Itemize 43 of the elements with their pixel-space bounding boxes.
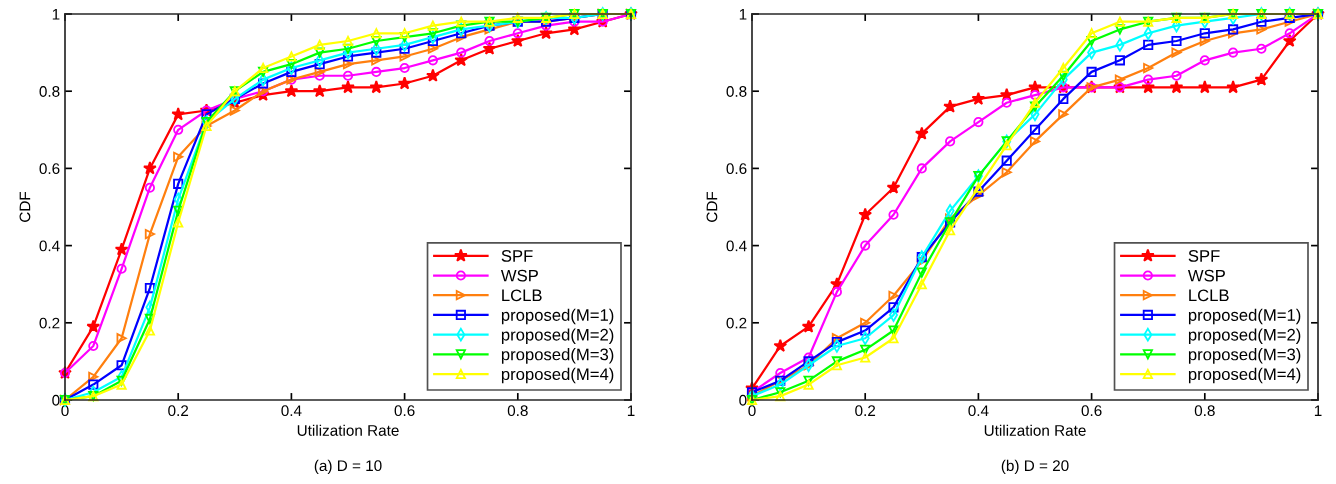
x-tick-label: 0.8 (507, 405, 528, 417)
legend-label: SPF (1188, 250, 1220, 262)
legend-label: proposed(M=4) (501, 367, 614, 384)
y-tick-label: 1 (739, 9, 747, 20)
legend-label: LCLB (1189, 289, 1229, 302)
x-tick-label: 0.4 (968, 405, 989, 417)
legend-label: SPF (501, 250, 533, 262)
y-tick-label: 0.8 (39, 86, 60, 97)
y-axis-title: CDF (706, 191, 718, 222)
legend-label: WSP (500, 269, 538, 282)
text: (a) D = 10 (314, 459, 382, 475)
y-tick-label: 0.4 (726, 240, 747, 252)
x-tick-label: 1 (1314, 405, 1322, 416)
legend-label: LCLB (502, 289, 542, 302)
y-tick-label: 0.2 (726, 317, 747, 329)
x-tick-label: 1 (627, 405, 635, 416)
legend-label: proposed(M=1) (1188, 308, 1301, 325)
y-axis-title: CDF (19, 191, 31, 222)
y-tick-label: 0.6 (39, 163, 60, 175)
x-axis-title: Utilization Rate (297, 424, 399, 436)
y-tick-label: 0.2 (39, 317, 60, 329)
legend-label: proposed(M=1) (501, 308, 614, 325)
y-tick-label: 0.8 (726, 86, 747, 97)
x-tick-label: 0.2 (168, 405, 189, 417)
y-tick-label: 0 (52, 394, 60, 406)
legend-label: proposed(M=4) (1188, 367, 1301, 384)
legend-label: proposed(M=3) (501, 348, 614, 364)
y-tick-label: 1 (52, 9, 60, 20)
y-tick-label: 0.6 (726, 163, 747, 175)
legend-label: WSP (1187, 269, 1225, 282)
x-tick-label: 0 (748, 405, 756, 417)
x-tick-label: 0.4 (281, 405, 302, 417)
legend-label: proposed(M=3) (1188, 348, 1301, 364)
y-tick-label: 0 (739, 394, 747, 406)
x-tick-label: 0.6 (1081, 405, 1102, 417)
x-tick-label: 0.6 (394, 405, 415, 417)
text: (b) D = 20 (1001, 459, 1069, 475)
x-tick-label: 0.8 (1194, 405, 1215, 417)
y-tick-label: 0.4 (39, 240, 60, 252)
legend-label: proposed(M=2) (1188, 328, 1301, 344)
legend-label: proposed(M=2) (501, 328, 614, 344)
x-axis-title: Utilization Rate (984, 424, 1086, 436)
x-tick-label: 0.2 (855, 405, 876, 417)
